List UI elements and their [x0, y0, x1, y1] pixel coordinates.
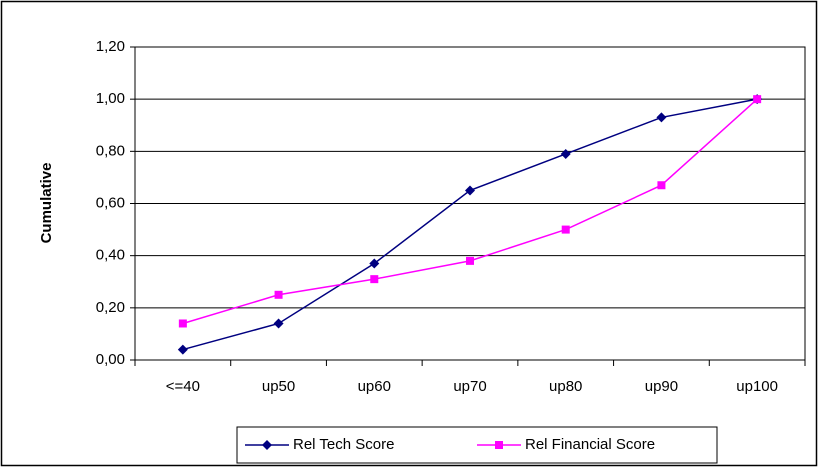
data-point: [177, 344, 188, 355]
data-point: [274, 290, 283, 299]
y-tick-label: 0,00: [96, 351, 125, 368]
x-tick-label: <=40: [166, 378, 200, 395]
legend-marker: [495, 441, 503, 449]
x-tick-label: up100: [736, 378, 778, 395]
x-tick-label: up60: [358, 378, 391, 395]
y-tick-label: 1,20: [96, 38, 125, 55]
x-tick-label: up70: [453, 378, 486, 395]
x-tick-label: up90: [645, 378, 678, 395]
y-axis-title: Cumulative: [38, 163, 55, 244]
data-point: [560, 148, 571, 159]
data-point: [657, 181, 666, 190]
legend-label: Rel Tech Score: [293, 436, 394, 453]
y-tick-label: 0,80: [96, 142, 125, 159]
x-tick-label: up50: [262, 378, 295, 395]
data-point: [369, 258, 380, 269]
plot-area: [134, 46, 806, 361]
data-point: [465, 185, 475, 196]
data-point: [370, 275, 379, 284]
data-point: [656, 112, 667, 123]
data-point: [466, 256, 474, 265]
x-tick-label: up80: [549, 378, 582, 395]
y-tick-label: 0,20: [96, 299, 125, 316]
data-point: [753, 95, 762, 104]
y-tick-label: 0,60: [96, 194, 125, 211]
data-point: [178, 319, 187, 328]
y-tick-label: 1,00: [96, 90, 125, 107]
data-point: [561, 225, 570, 234]
y-tick-label: 0,40: [96, 247, 125, 264]
data-point: [273, 318, 284, 329]
legend-label: Rel Financial Score: [525, 436, 655, 453]
legend-marker: [262, 440, 272, 450]
